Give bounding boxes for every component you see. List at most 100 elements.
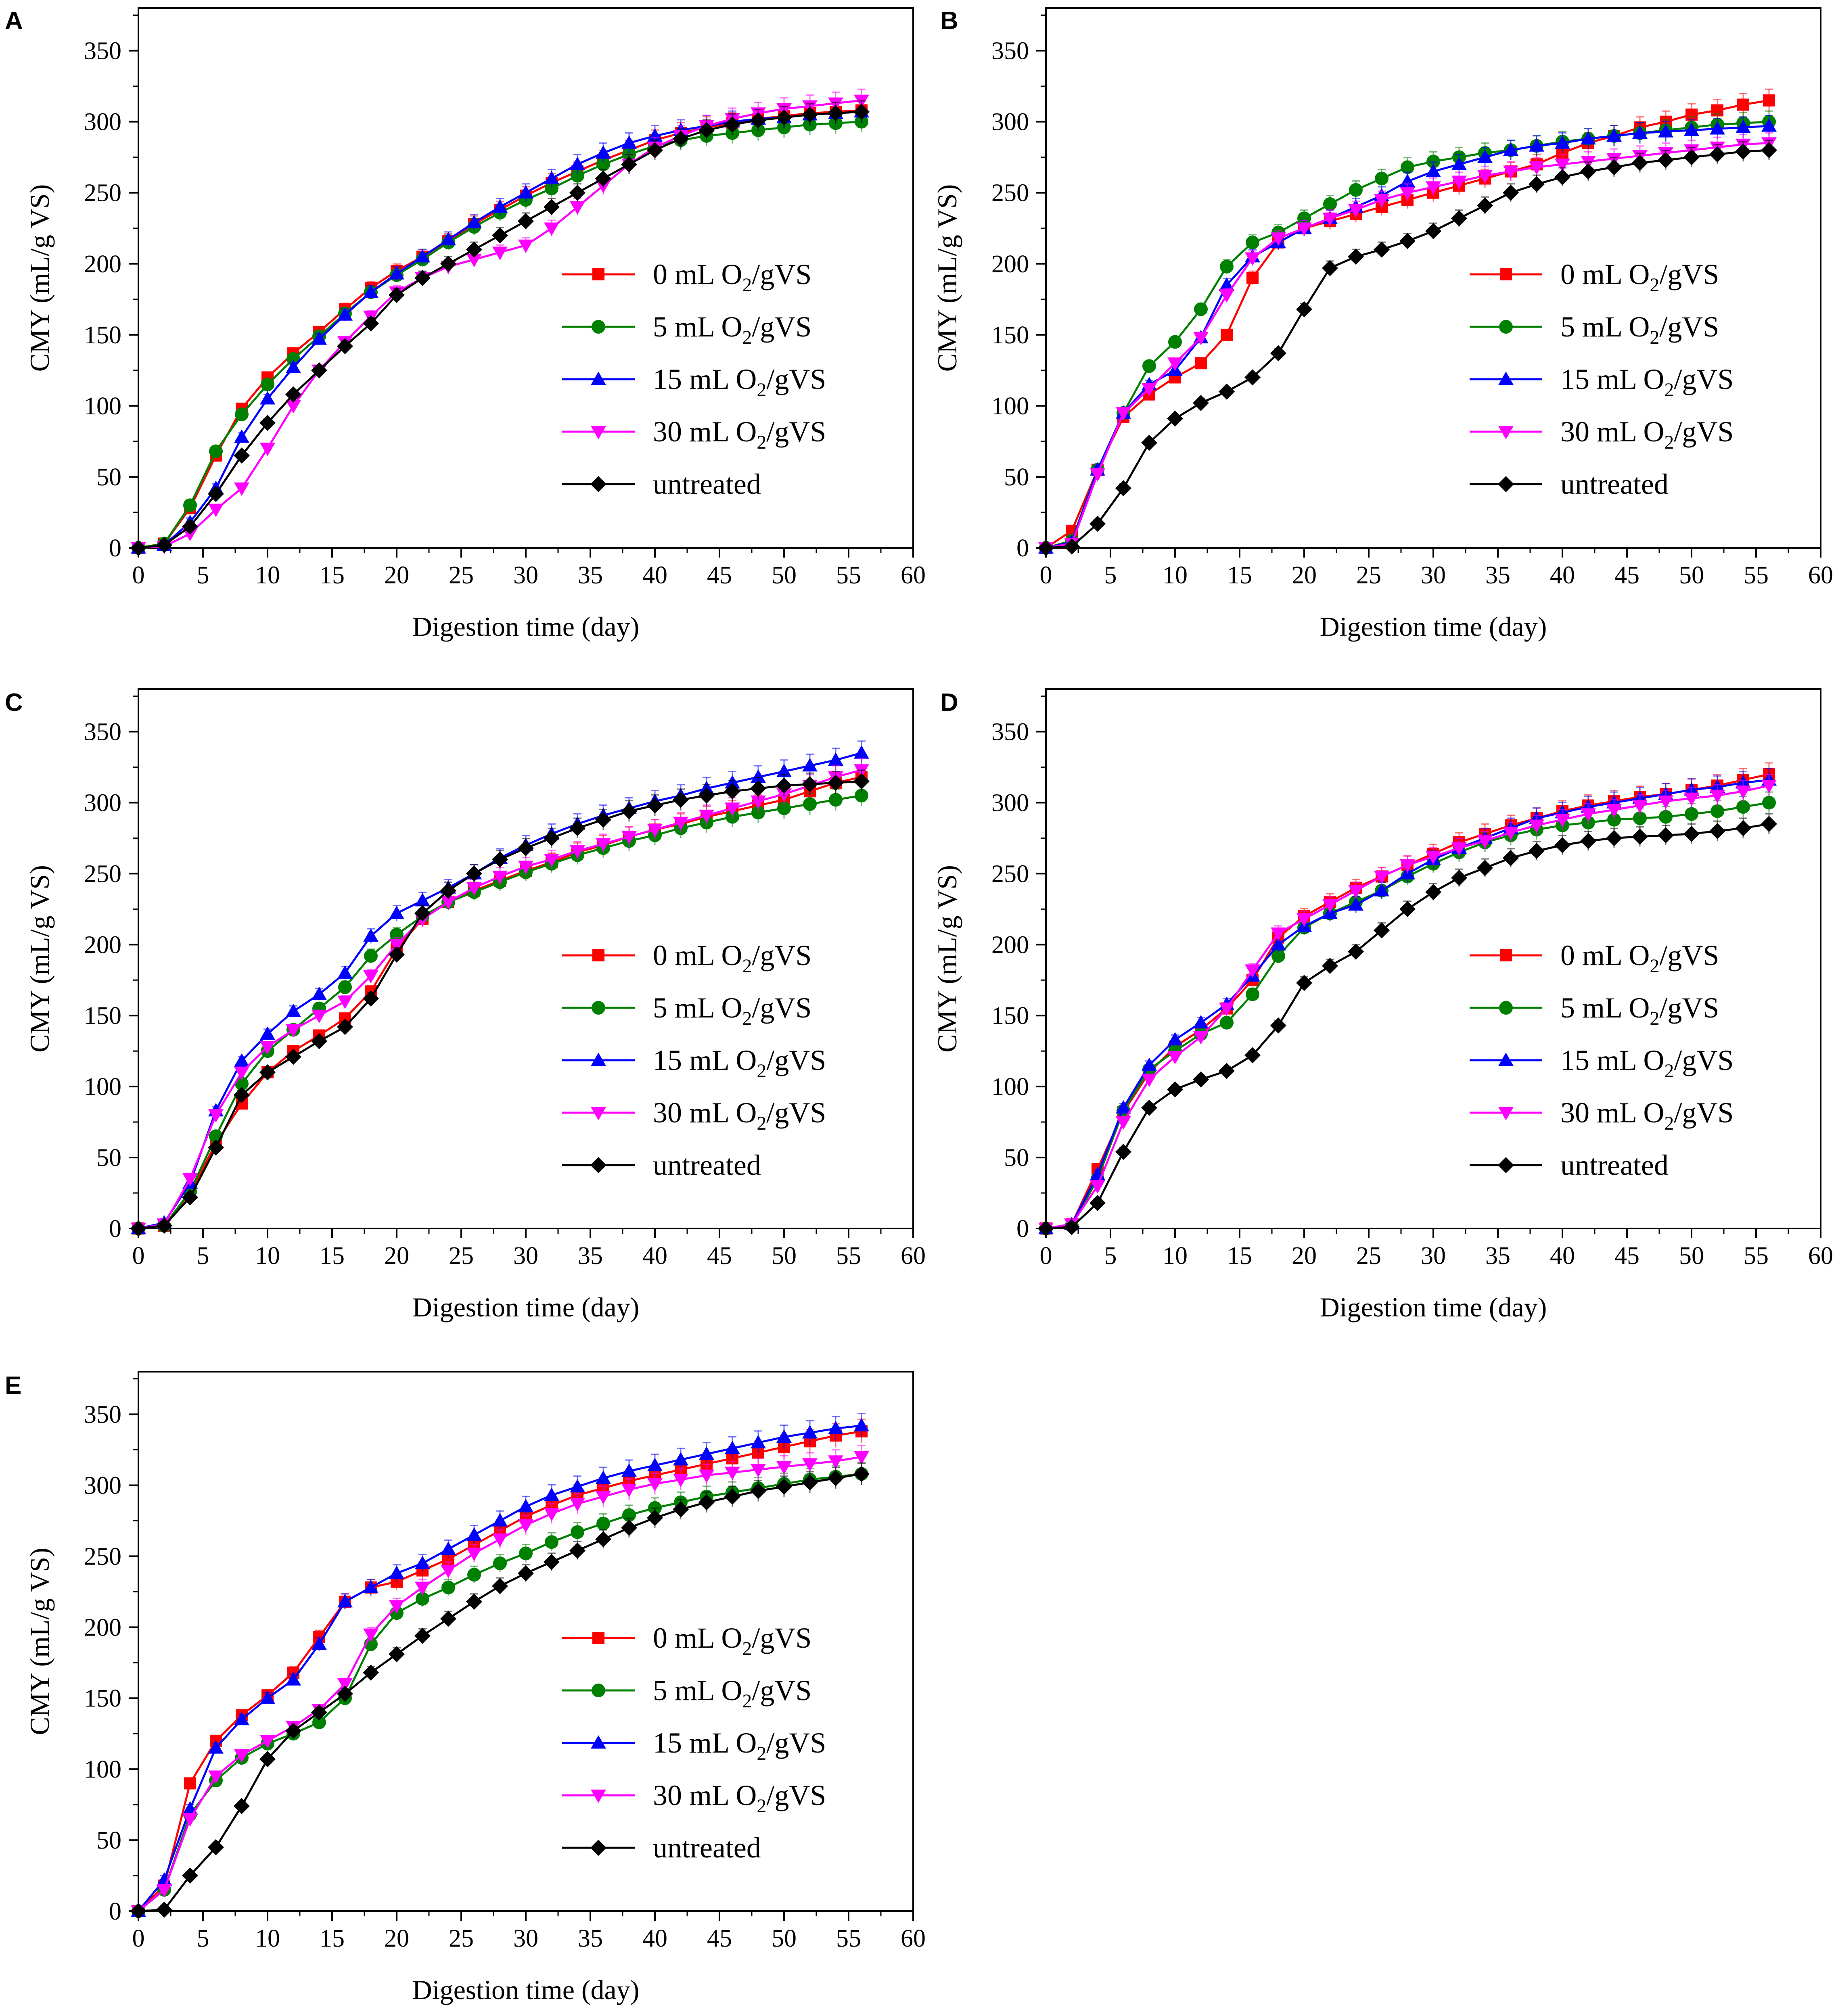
legend-marker (1498, 1053, 1514, 1066)
data-point (1296, 975, 1312, 991)
data-point (1606, 128, 1622, 142)
x-tick-label: 45 (1614, 1242, 1639, 1270)
data-point (1142, 359, 1156, 373)
legend-label: 5 mL O2/gVS (653, 992, 811, 1029)
data-point (725, 1467, 740, 1480)
data-point (596, 1470, 611, 1484)
x-tick-label: 50 (772, 1925, 797, 1952)
data-point (1246, 235, 1259, 249)
data-point (544, 1508, 559, 1521)
data-point (777, 801, 791, 815)
x-tick-label: 35 (1485, 1242, 1510, 1270)
data-point (337, 995, 353, 1009)
data-point (1167, 357, 1183, 371)
data-point (1632, 800, 1648, 813)
data-point (750, 112, 766, 129)
y-tick-label: 100 (84, 393, 121, 420)
data-point (157, 1884, 172, 1898)
data-point (363, 315, 379, 332)
data-point (596, 157, 610, 171)
legend-label: untreated (1560, 1149, 1669, 1181)
data-point (776, 1478, 792, 1495)
x-tick-label: 10 (255, 1242, 280, 1270)
data-point (440, 1611, 456, 1627)
chart-panel-d: D 0 5 10 15 20 25 30 35 40 45 50 55 60 0 50 100 150 200 250… (932, 688, 1833, 1322)
x-axis-label: Digestion time (day) (412, 611, 640, 642)
x-axis-label: Digestion time (day) (412, 1292, 640, 1322)
data-point (259, 415, 276, 431)
data-point (1167, 1032, 1183, 1046)
x-tick-label: 60 (1808, 1242, 1833, 1270)
data-point (1374, 241, 1390, 258)
data-point (259, 1064, 276, 1080)
x-tick-label: 40 (642, 562, 667, 589)
data-point (803, 797, 817, 811)
data-point (673, 1474, 688, 1487)
data-point (414, 905, 431, 921)
x-tick-label: 45 (707, 1925, 732, 1952)
data-point (518, 1565, 534, 1581)
data-point (545, 1535, 558, 1549)
legend-label: 15 mL O2/gVS (653, 1727, 826, 1764)
data-point (1451, 842, 1467, 856)
legend-item-3: 15 mL O2/gVS (1470, 363, 1734, 401)
x-tick-label: 50 (1679, 1242, 1704, 1270)
data-point (1554, 837, 1570, 854)
data-point (621, 1463, 637, 1477)
y-axis-label: CMY (mL/g VS) (932, 184, 962, 372)
data-point (338, 980, 352, 994)
data-point (1658, 124, 1673, 138)
data-point (570, 845, 585, 859)
x-tick-label: 5 (197, 562, 209, 589)
data-point (466, 882, 482, 896)
legend-item-1: 0 mL O2/gVS (1470, 258, 1719, 296)
data-point (1606, 159, 1622, 175)
data-point (1167, 410, 1183, 427)
legend-marker (592, 1001, 605, 1015)
legend-marker (591, 1789, 606, 1803)
data-point (621, 135, 637, 149)
data-point (569, 1542, 586, 1559)
data-point (1425, 884, 1441, 900)
data-point (1116, 407, 1131, 421)
legend-item-2: 5 mL O2/gVS (1470, 311, 1719, 348)
data-point (389, 1565, 404, 1579)
panel-letter: D (940, 689, 958, 717)
data-point (492, 227, 508, 244)
data-point (1709, 146, 1725, 163)
data-point (570, 201, 585, 215)
data-point (1245, 964, 1260, 978)
series-5 (130, 100, 870, 556)
legend-marker (1499, 1001, 1513, 1015)
data-point (311, 362, 327, 378)
data-point (570, 1498, 585, 1512)
legend: 0 mL O2/gVS 5 mL O2/gVS 15 mL O2/gVS 30 mL … (562, 258, 826, 500)
legend-label: untreated (1560, 468, 1669, 500)
data-point (1374, 871, 1389, 884)
data-point (569, 820, 586, 836)
legend-marker (591, 426, 606, 439)
data-point (544, 830, 560, 846)
data-point (1141, 435, 1157, 451)
legend-item-5: untreated (562, 1149, 761, 1181)
legend-label: 0 mL O2/gVS (653, 258, 811, 296)
x-axis-label: Digestion time (day) (412, 1974, 640, 2005)
x-tick-label: 30 (1421, 562, 1446, 589)
data-point (595, 1531, 611, 1548)
data-point (1426, 163, 1441, 178)
data-point (466, 1527, 482, 1541)
x-tick-label: 10 (1163, 1242, 1188, 1270)
data-point (673, 130, 689, 147)
data-point (337, 1594, 353, 1608)
data-point (1296, 913, 1312, 927)
data-point (156, 1901, 172, 1918)
data-point (1038, 540, 1054, 556)
legend: 0 mL O2/gVS 5 mL O2/gVS 15 mL O2/gVS 30 mL … (562, 1622, 826, 1864)
data-point (828, 1421, 843, 1434)
x-tick-label: 5 (197, 1242, 209, 1270)
x-tick-label: 20 (384, 1242, 409, 1270)
x-tick-label: 35 (578, 1925, 603, 1952)
legend-item-1: 0 mL O2/gVS (562, 939, 811, 977)
data-point (621, 156, 637, 173)
y-tick-label: 0 (109, 535, 121, 562)
